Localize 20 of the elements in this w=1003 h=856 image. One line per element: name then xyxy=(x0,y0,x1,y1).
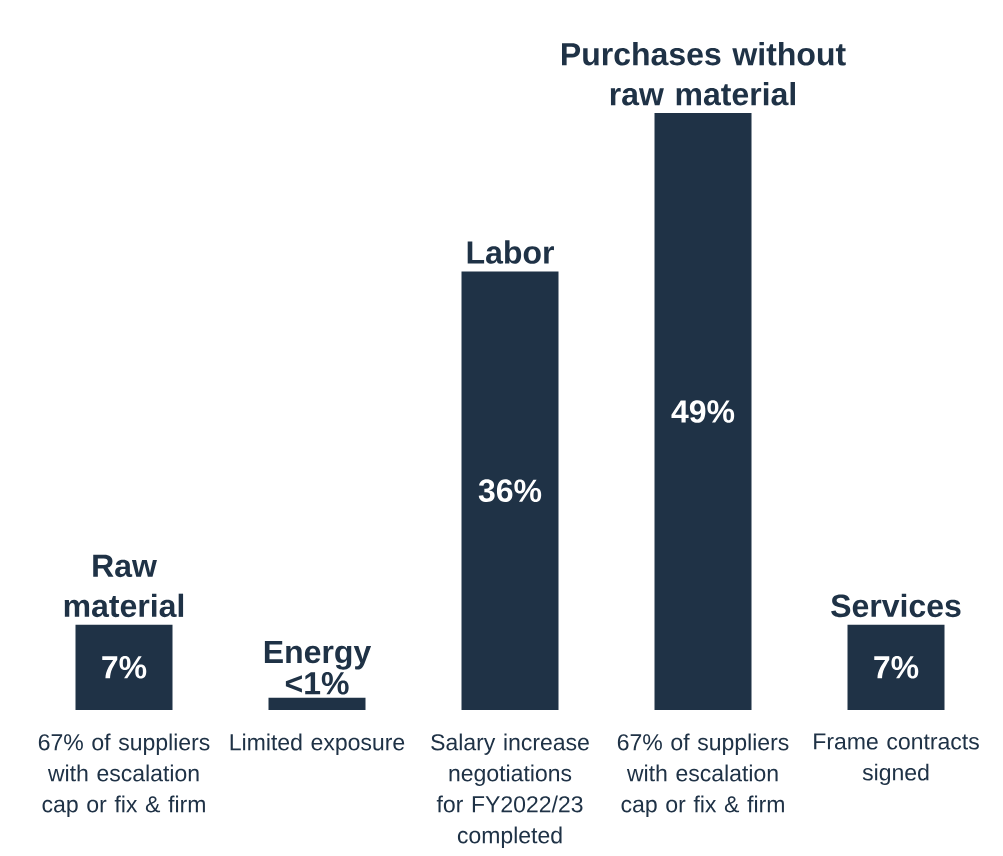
bar xyxy=(75,624,173,710)
data-label: 7% xyxy=(102,656,147,679)
text: Salary increase negotiations for FY2022/23 completed xyxy=(431,733,589,848)
text: 67% of suppliers with escalation cap or fix & firm xyxy=(617,733,789,817)
bar xyxy=(268,697,366,710)
x-tick-label: Services xyxy=(831,593,961,618)
bar xyxy=(654,113,752,710)
bar xyxy=(847,624,945,710)
x-tick-label: Raw material xyxy=(64,554,184,618)
text: Frame contracts signed xyxy=(814,733,979,786)
text: Limited exposure xyxy=(230,733,405,755)
data-label: 36% xyxy=(478,479,542,503)
x-tick-label: Energy xyxy=(264,640,372,670)
x-tick-label: Purchases without raw material xyxy=(562,41,846,106)
data-label: 7% xyxy=(874,656,919,679)
data-label: <1% xyxy=(285,672,349,695)
bar xyxy=(461,271,559,710)
x-tick-label: Labor xyxy=(467,240,554,264)
data-label: 49% xyxy=(671,400,735,423)
text: 67% of suppliers with escalation cap or fix & firm xyxy=(38,733,210,817)
